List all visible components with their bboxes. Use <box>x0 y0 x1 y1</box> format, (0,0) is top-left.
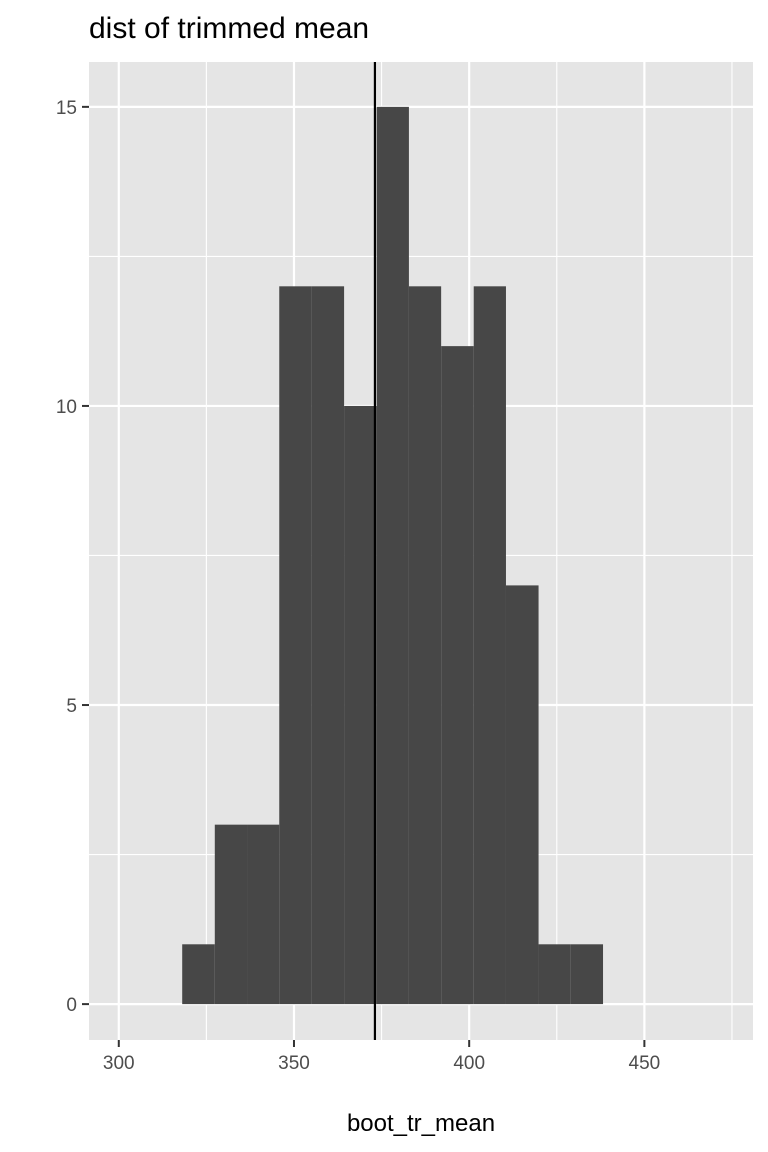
x-tick-label: 300 <box>103 1053 135 1074</box>
histogram-bar <box>376 106 409 1005</box>
histogram-bar <box>214 824 248 1005</box>
x-axis: 300 350 400 450 <box>103 1040 660 1074</box>
x-axis-title: boot_tr_mean <box>347 1110 495 1137</box>
histogram-bar <box>538 944 571 1005</box>
y-tick-label: 10 <box>56 397 77 418</box>
x-tick-label: 450 <box>629 1053 661 1074</box>
histogram-bar <box>344 405 377 1005</box>
chart-title: dist of trimmed mean <box>89 12 369 45</box>
y-tick-label: 5 <box>66 696 77 717</box>
histogram-bar <box>570 944 604 1005</box>
histogram-bar <box>505 585 539 1005</box>
y-tick-label: 0 <box>66 995 77 1016</box>
x-tick-label: 350 <box>278 1053 310 1074</box>
histogram-bar <box>279 286 312 1005</box>
histogram-bar <box>311 286 345 1005</box>
histogram-bar <box>408 286 442 1005</box>
histogram-bar <box>182 944 215 1005</box>
y-tick-label: 15 <box>56 98 77 119</box>
histogram-bar <box>441 346 474 1005</box>
histogram-bar <box>473 286 506 1005</box>
x-tick-label: 400 <box>453 1053 485 1074</box>
histogram-bars <box>182 106 604 1005</box>
y-axis: 0 5 10 15 <box>56 98 89 1016</box>
histogram-bar <box>247 824 280 1005</box>
